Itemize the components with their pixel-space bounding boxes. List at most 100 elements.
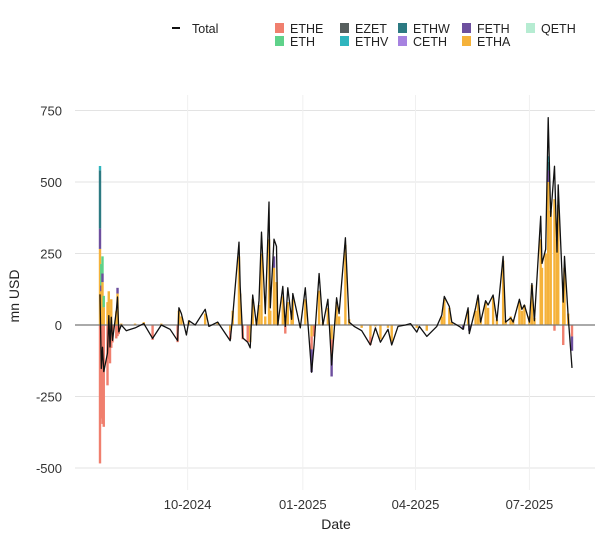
bar-etha bbox=[476, 297, 480, 325]
bar-ethe bbox=[310, 336, 313, 350]
bar-ethe bbox=[570, 325, 574, 337]
bar-etha bbox=[533, 317, 536, 325]
bars bbox=[98, 156, 574, 464]
legend-label-ethv: ETHV bbox=[355, 35, 389, 49]
legend-label-ezet: EZET bbox=[355, 22, 387, 36]
y-tick-label: 250 bbox=[40, 247, 62, 262]
bar-etha bbox=[257, 304, 261, 325]
bar-etha bbox=[120, 323, 123, 325]
legend-swatch-feth bbox=[462, 23, 471, 33]
bar-etha bbox=[379, 325, 382, 340]
bar-etha bbox=[530, 284, 534, 325]
bar-etha bbox=[269, 310, 272, 325]
bar-etha bbox=[108, 310, 112, 325]
legend-swatch-ceth bbox=[398, 36, 407, 46]
bar-etha bbox=[335, 302, 338, 325]
bar-eth bbox=[102, 295, 105, 308]
bar-etha bbox=[448, 307, 451, 325]
bar-etha bbox=[260, 253, 263, 325]
bar-etha bbox=[239, 293, 242, 325]
bar-etha bbox=[540, 267, 544, 325]
bar-etha bbox=[237, 256, 241, 325]
bar-etha bbox=[326, 307, 330, 325]
bar-etha bbox=[275, 282, 278, 325]
bar-etha bbox=[110, 299, 113, 325]
bar-etha bbox=[286, 302, 289, 325]
gridlines bbox=[75, 95, 595, 490]
bar-etha bbox=[484, 302, 487, 325]
bar-etha bbox=[115, 311, 118, 325]
bar-etha bbox=[486, 307, 490, 325]
bar-ethe bbox=[284, 325, 287, 334]
bar-etha bbox=[562, 282, 565, 325]
bar-etha bbox=[443, 299, 446, 325]
bar-etha bbox=[390, 325, 393, 343]
legend-swatch-etha bbox=[462, 36, 471, 46]
bar-etha bbox=[563, 267, 566, 325]
x-tick-label: 01-2025 bbox=[279, 497, 327, 512]
bar-etha bbox=[547, 182, 550, 325]
bar-feth bbox=[330, 356, 333, 377]
bar-etha bbox=[106, 302, 109, 325]
bar-ethe bbox=[98, 325, 102, 464]
legend-label-ethw: ETHW bbox=[413, 22, 450, 36]
bar-etha bbox=[549, 210, 552, 325]
bar-feth bbox=[101, 273, 104, 283]
bar-etha bbox=[102, 307, 105, 325]
bar-etha bbox=[304, 299, 307, 325]
bar-ethw bbox=[547, 161, 550, 171]
bar-feth bbox=[547, 170, 550, 182]
bar-ethe bbox=[246, 325, 249, 343]
bar-etha bbox=[555, 239, 559, 325]
legend-label-etha: ETHA bbox=[477, 35, 511, 49]
y-tick-label: -500 bbox=[36, 461, 62, 476]
bar-etha bbox=[100, 291, 103, 325]
bar-feth bbox=[570, 336, 574, 351]
bar-ethv bbox=[547, 156, 550, 162]
bar-etha bbox=[330, 325, 333, 340]
legend-total-label: Total bbox=[192, 22, 218, 36]
bar-etha bbox=[216, 322, 219, 325]
bar-ethe bbox=[330, 339, 333, 357]
bar-ethe bbox=[369, 336, 372, 346]
x-tick-label: 07-2025 bbox=[506, 497, 554, 512]
legend-swatch-qeth bbox=[526, 23, 535, 33]
bar-feth bbox=[100, 285, 103, 292]
bar-etha bbox=[374, 325, 377, 327]
bar-etha bbox=[360, 325, 363, 328]
bar-etha bbox=[509, 316, 512, 325]
bar-feth bbox=[98, 228, 102, 249]
bar-etha bbox=[520, 310, 524, 325]
bar-etha bbox=[557, 204, 560, 325]
bar-ethe bbox=[115, 325, 118, 339]
bar-etha bbox=[425, 325, 428, 331]
y-tick-label: 0 bbox=[55, 318, 62, 333]
bar-etha bbox=[501, 260, 505, 325]
x-tick-label: 10-2024 bbox=[164, 497, 212, 512]
legend-swatch-ethe bbox=[275, 23, 284, 33]
legend-swatch-ezet bbox=[340, 23, 349, 33]
x-axis-ticks: 10-2024 01-2025 04-2025 07-2025 bbox=[164, 497, 554, 512]
bar-etha bbox=[491, 297, 495, 325]
bar-etha bbox=[518, 302, 521, 325]
bar-ethe bbox=[102, 325, 105, 427]
bar-eth bbox=[100, 264, 103, 286]
legend-swatch-ethw bbox=[398, 23, 407, 33]
bar-etha bbox=[160, 323, 163, 325]
legend-swatch-ethv bbox=[340, 36, 349, 46]
bar-etha bbox=[180, 316, 183, 325]
y-tick-label: 500 bbox=[40, 175, 62, 190]
bar-feth bbox=[116, 287, 119, 294]
x-axis-title: Date bbox=[321, 516, 351, 532]
x-tick-label: 04-2025 bbox=[392, 497, 440, 512]
bar-etha bbox=[450, 322, 454, 325]
bar-etha bbox=[440, 316, 443, 325]
bar-etha bbox=[133, 323, 137, 325]
bar-ethv bbox=[98, 165, 102, 171]
legend-label-feth: FETH bbox=[477, 22, 510, 36]
bar-ethe bbox=[101, 325, 104, 424]
bar-etha bbox=[251, 299, 254, 325]
bar-etha bbox=[101, 282, 104, 325]
bar-etha bbox=[203, 313, 207, 325]
